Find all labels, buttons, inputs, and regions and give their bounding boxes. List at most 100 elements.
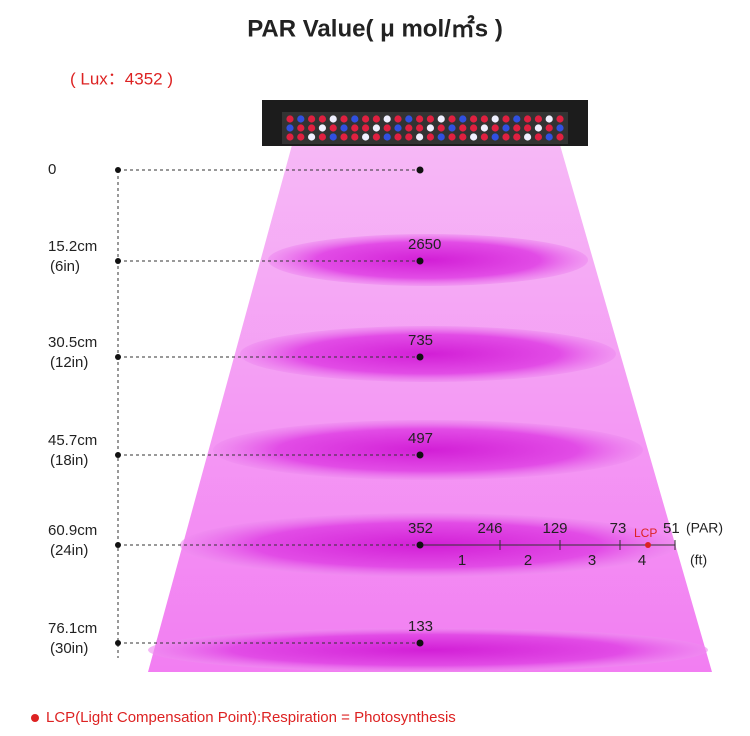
par-label: 133	[408, 618, 433, 635]
led	[308, 124, 316, 132]
led	[405, 124, 413, 132]
led	[448, 133, 456, 141]
led	[416, 133, 424, 141]
led	[372, 133, 380, 141]
lcp-dot	[645, 542, 651, 548]
led	[340, 124, 348, 132]
led	[524, 115, 532, 123]
led	[502, 124, 510, 132]
title: PAR Value( μ mol/㎡s )	[247, 14, 503, 42]
led	[426, 124, 434, 132]
led	[286, 133, 294, 141]
led	[437, 115, 445, 123]
par-dot	[416, 451, 424, 459]
led	[491, 124, 499, 132]
inch-label: (6in)	[50, 258, 80, 275]
led	[470, 124, 478, 132]
led	[286, 124, 294, 132]
led	[437, 124, 445, 132]
level-dot	[115, 452, 121, 458]
level-dot	[115, 640, 121, 646]
led	[513, 124, 521, 132]
height-label: 0	[48, 161, 56, 178]
light-spot	[148, 628, 708, 672]
par-dot	[416, 541, 424, 549]
par-label: 497	[408, 430, 433, 447]
led	[459, 115, 467, 123]
level-dot	[115, 167, 121, 173]
led	[556, 115, 564, 123]
led	[545, 115, 553, 123]
led	[459, 124, 467, 132]
led	[480, 115, 488, 123]
led	[297, 124, 305, 132]
led	[340, 133, 348, 141]
par-label: 735	[408, 332, 433, 349]
led	[329, 133, 337, 141]
feet-label: 3	[588, 552, 596, 569]
led	[545, 124, 553, 132]
led	[491, 133, 499, 141]
led	[426, 115, 434, 123]
bullet	[31, 714, 39, 722]
light-spot	[268, 234, 588, 286]
led	[502, 133, 510, 141]
led	[383, 124, 391, 132]
led	[534, 133, 543, 141]
led	[470, 115, 478, 123]
led	[362, 133, 370, 141]
height-label: 60.9cm	[48, 522, 97, 539]
led	[318, 115, 326, 123]
spread-par: 73	[610, 520, 627, 537]
led	[416, 115, 424, 123]
led	[340, 115, 348, 123]
par-label: 352	[408, 520, 433, 537]
led	[394, 124, 402, 132]
led	[534, 124, 543, 132]
led	[351, 133, 359, 141]
spread-par: 129	[542, 520, 567, 537]
led	[372, 124, 380, 132]
led	[545, 133, 553, 141]
par-dot	[416, 166, 424, 174]
led	[524, 124, 532, 132]
lux: ( Lux：4352 )	[70, 69, 173, 88]
par-unit: (PAR)	[686, 520, 723, 536]
led	[416, 124, 424, 132]
height-label: 45.7cm	[48, 432, 97, 449]
led	[318, 133, 326, 141]
inch-label: (18in)	[50, 452, 88, 469]
led	[308, 115, 316, 123]
led	[437, 133, 445, 141]
inch-label: (24in)	[50, 542, 88, 559]
led	[513, 115, 521, 123]
led	[502, 115, 510, 123]
led	[405, 115, 413, 123]
led	[534, 115, 543, 123]
led	[524, 133, 532, 141]
feet-label: 1	[458, 552, 466, 569]
feet-unit: (ft)	[690, 552, 707, 568]
led	[383, 115, 391, 123]
height-label: 76.1cm	[48, 620, 97, 637]
led	[362, 124, 370, 132]
level-dot	[115, 258, 121, 264]
led	[426, 133, 434, 141]
par-dot	[416, 353, 424, 361]
led	[448, 115, 456, 123]
led	[351, 124, 359, 132]
led	[480, 124, 488, 132]
led	[480, 133, 488, 141]
led	[351, 115, 359, 123]
led	[372, 115, 380, 123]
feet-label: 2	[524, 552, 532, 569]
level-dot	[115, 354, 121, 360]
led	[491, 115, 499, 123]
led	[459, 133, 467, 141]
par-label: 2650	[408, 236, 441, 253]
height-label: 15.2cm	[48, 238, 97, 255]
led	[405, 133, 413, 141]
led	[318, 124, 326, 132]
